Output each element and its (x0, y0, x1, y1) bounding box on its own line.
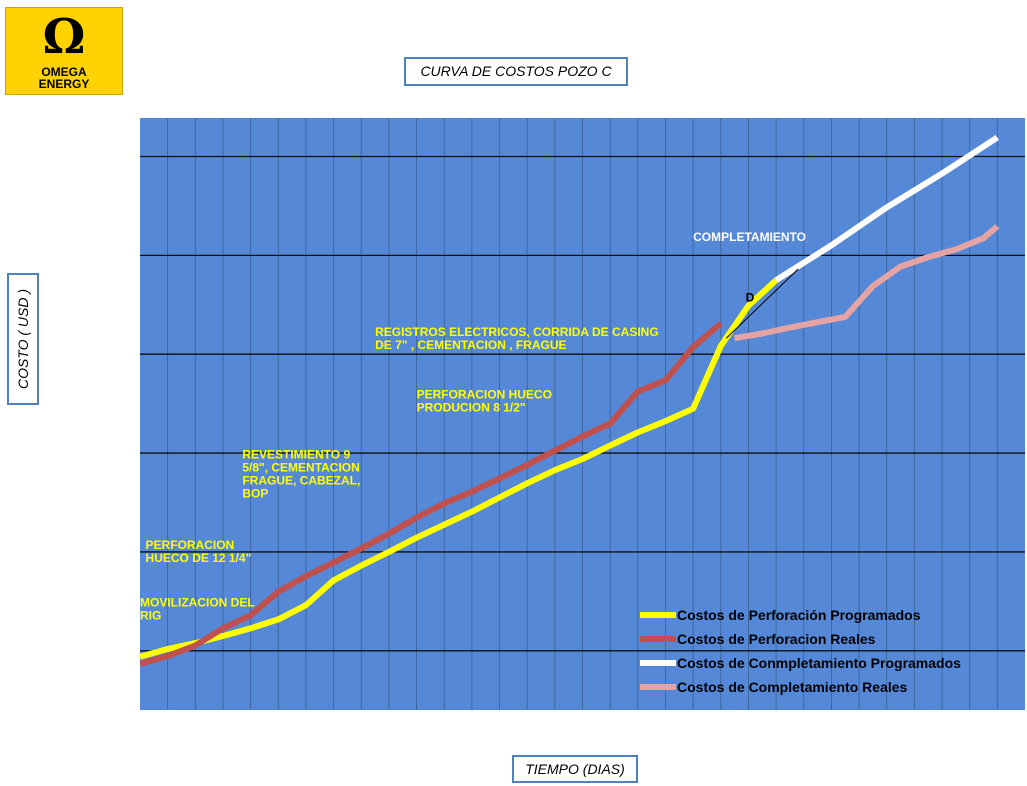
chart-title: CURVA DE COSTOS POZO C (404, 57, 628, 86)
legend-label-2: Costos de Perforacion Reales (677, 631, 876, 647)
legend-label-3: Costos de Conmpletamiento Programados (677, 655, 961, 671)
annotation-6: COMPLETAMIENTO (693, 230, 806, 244)
x-axis-label: TIEMPO (DIAS) (512, 755, 638, 783)
legend-label-4: Costos de Completamiento Reales (677, 679, 907, 695)
logo-line-2: ENERGY (6, 78, 122, 90)
y-axis-label-box: COSTO ( USD ) (7, 273, 39, 405)
logo-text: OMEGA ENERGY (6, 66, 122, 90)
legend-label-1: Costos de Perforación Programados (677, 607, 921, 623)
omega-symbol: Ω (6, 8, 122, 66)
annotation-7: D (746, 291, 755, 305)
y-axis-label: COSTO ( USD ) (15, 289, 31, 389)
omega-energy-logo: Ω OMEGA ENERGY (5, 7, 123, 95)
